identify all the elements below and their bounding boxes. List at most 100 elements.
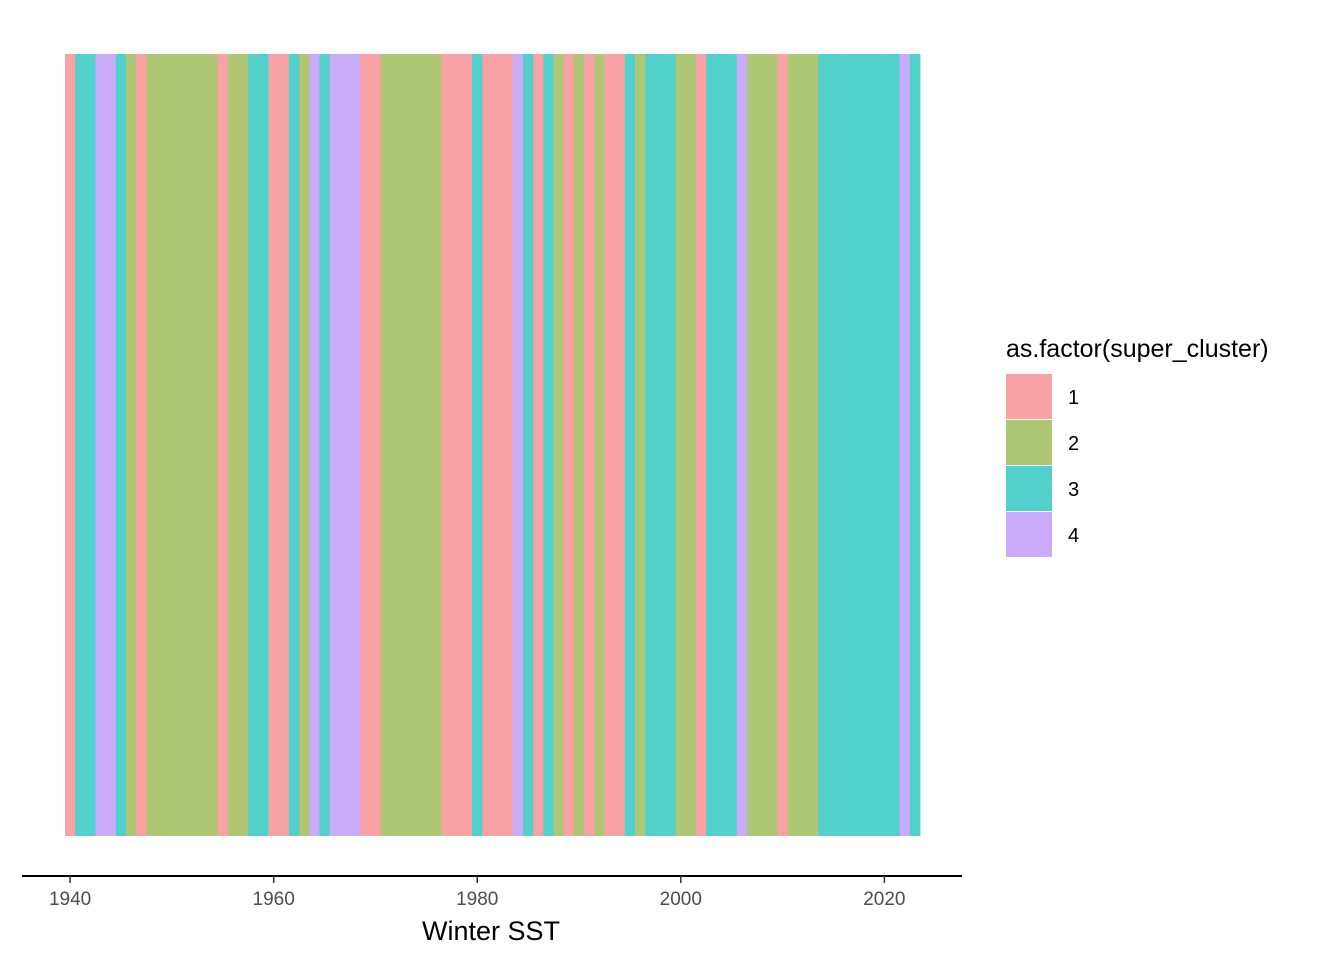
bar-year-1997 xyxy=(645,54,656,836)
bar-year-1992 xyxy=(594,54,605,836)
bar-year-1982 xyxy=(492,54,504,836)
bar-year-1944 xyxy=(105,54,117,836)
bar-year-1986 xyxy=(533,54,544,836)
x-tick-label-1940: 1940 xyxy=(49,889,91,910)
bar-year-1953 xyxy=(197,54,208,836)
bar-year-2006 xyxy=(736,54,748,836)
bar-year-1964 xyxy=(309,54,320,836)
bar-year-1976 xyxy=(431,54,443,836)
x-tick-label-1960: 1960 xyxy=(253,889,295,910)
legend-swatch-3 xyxy=(1006,466,1052,511)
bar-year-2011 xyxy=(787,54,799,836)
bar-year-1963 xyxy=(299,54,310,836)
bar-year-1956 xyxy=(227,54,239,836)
bar-year-1994 xyxy=(614,54,626,836)
bar-year-1971 xyxy=(380,54,392,836)
bar-year-1948 xyxy=(146,54,158,836)
bar-year-2005 xyxy=(726,54,738,836)
bar-year-1960 xyxy=(268,54,280,836)
bar-year-1987 xyxy=(543,54,554,836)
bar-year-1998 xyxy=(655,54,666,836)
bar-year-1961 xyxy=(278,54,290,836)
bar-year-2018 xyxy=(858,54,870,836)
legend-label-2: 2 xyxy=(1068,433,1079,455)
bar-year-1993 xyxy=(604,54,616,836)
bar-year-2007 xyxy=(746,54,758,836)
legend-label-3: 3 xyxy=(1068,479,1079,501)
bar-year-1972 xyxy=(390,54,402,836)
legend-swatch-2 xyxy=(1006,420,1052,465)
bar-year-2003 xyxy=(706,54,717,836)
legend: 1 2 3 4 xyxy=(1006,374,1079,557)
bar-year-2004 xyxy=(716,54,728,836)
bar-year-2001 xyxy=(685,54,697,836)
bar-year-2014 xyxy=(818,54,829,836)
bar-year-2013 xyxy=(808,54,819,836)
bar-year-1995 xyxy=(624,54,636,836)
bar-year-1980 xyxy=(472,54,483,836)
bar-year-2023 xyxy=(909,54,921,836)
bar-year-1959 xyxy=(258,54,269,836)
bar-year-1977 xyxy=(441,54,453,836)
legend-title: as.factor(super_cluster) xyxy=(1006,335,1269,363)
bar-year-1999 xyxy=(665,54,677,836)
bar-year-1996 xyxy=(635,54,646,836)
x-axis-title: Winter SST xyxy=(422,916,560,946)
legend-swatch-1 xyxy=(1006,374,1052,419)
bar-year-1958 xyxy=(248,54,259,836)
bar-year-1940 xyxy=(65,54,76,836)
bar-year-1945 xyxy=(115,54,127,836)
bar-year-1954 xyxy=(207,54,219,836)
bar-year-2021 xyxy=(889,54,901,836)
bar-year-1974 xyxy=(411,54,422,836)
bar-year-1978 xyxy=(451,54,463,836)
legend-label-4: 4 xyxy=(1068,525,1079,547)
bar-year-1991 xyxy=(584,54,595,836)
bar-year-2012 xyxy=(797,54,809,836)
bar-year-2022 xyxy=(899,54,911,836)
x-tick-label-2000: 2000 xyxy=(660,889,702,910)
plot-bars xyxy=(65,54,921,836)
bar-year-1941 xyxy=(75,54,86,836)
bar-year-1957 xyxy=(238,54,249,836)
bar-year-1965 xyxy=(319,54,331,836)
x-tick-label-2020: 2020 xyxy=(863,889,905,910)
bar-year-1943 xyxy=(95,54,107,836)
bar-year-2008 xyxy=(757,54,768,836)
bar-year-1989 xyxy=(563,54,575,836)
bar-year-2016 xyxy=(838,54,850,836)
bar-year-1968 xyxy=(350,54,361,836)
bar-year-2009 xyxy=(767,54,778,836)
bar-year-2002 xyxy=(696,54,707,836)
bar-year-2000 xyxy=(675,54,687,836)
bar-year-1983 xyxy=(502,54,514,836)
bar-year-1990 xyxy=(573,54,585,836)
bar-year-1955 xyxy=(217,54,229,836)
bar-year-2015 xyxy=(828,54,839,836)
bar-year-2019 xyxy=(869,54,880,836)
bar-year-1973 xyxy=(400,54,412,836)
bar-year-1988 xyxy=(553,54,565,836)
bar-year-1947 xyxy=(136,54,147,836)
bar-year-2017 xyxy=(848,54,860,836)
bar-year-2020 xyxy=(879,54,890,836)
bar-year-1984 xyxy=(512,54,524,836)
bar-year-1966 xyxy=(329,54,341,836)
bar-year-2010 xyxy=(777,54,789,836)
x-tick-label-1980: 1980 xyxy=(456,889,498,910)
bar-year-1952 xyxy=(187,54,198,836)
legend-swatch-4 xyxy=(1006,512,1052,557)
bar-year-1975 xyxy=(421,54,432,836)
bar-year-1946 xyxy=(126,54,137,836)
bar-year-1951 xyxy=(176,54,188,836)
bar-year-1962 xyxy=(288,54,300,836)
bar-year-1967 xyxy=(339,54,351,836)
x-axis-ticks: 1940 1960 1980 2000 2020 xyxy=(49,876,906,910)
bar-year-1981 xyxy=(482,54,493,836)
bar-year-1949 xyxy=(156,54,168,836)
bar-year-1985 xyxy=(523,54,534,836)
bar-year-1969 xyxy=(360,54,371,836)
bar-year-1970 xyxy=(370,54,381,836)
bar-year-1950 xyxy=(166,54,178,836)
